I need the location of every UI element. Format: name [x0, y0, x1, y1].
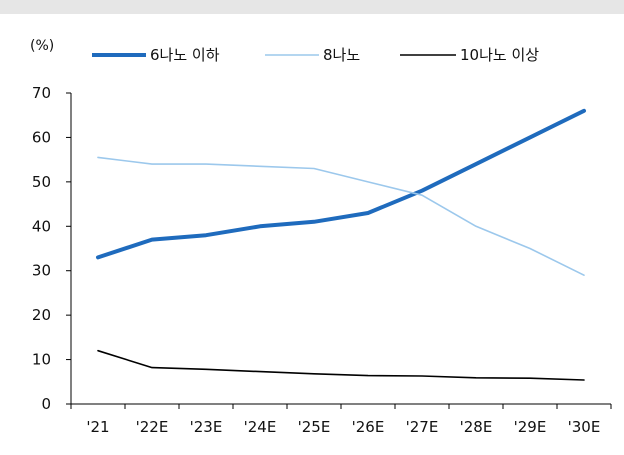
series-line-3 [97, 349, 585, 381]
series-line-1 [96, 108, 586, 260]
x-tick-label: '21 [86, 418, 109, 436]
x-tick-label: '24E [244, 418, 277, 436]
legend: 6나노 이하 8나노 10나노 이상 [92, 46, 539, 64]
y-tick-label: 50 [32, 173, 51, 191]
y-axis-unit-label: (%) [30, 38, 54, 54]
y-tick-label: 20 [32, 306, 51, 324]
axes: 0 10 20 30 40 50 60 70 '21 '22E '23E '24E '25E '26E '2… [32, 84, 612, 436]
y-tick-label: 10 [32, 351, 51, 369]
x-tick-label: '26E [352, 418, 385, 436]
y-tick-label: 60 [32, 128, 51, 146]
legend-label-series-3: 10나노 이상 [460, 46, 539, 64]
header-bar [0, 0, 624, 14]
x-tick-label: '27E [406, 418, 439, 436]
y-tick-label: 70 [32, 84, 51, 102]
x-tick-label: '30E [568, 418, 601, 436]
legend-label-series-2: 8나노 [323, 46, 360, 64]
legend-label-series-1: 6나노 이하 [150, 46, 220, 64]
series-line-2 [97, 156, 585, 277]
x-tick-label: '25E [298, 418, 331, 436]
y-tick-label: 30 [32, 262, 51, 280]
x-tick-label: '29E [514, 418, 547, 436]
y-tick-label: 0 [41, 395, 51, 413]
y-tick-label: 40 [32, 217, 51, 235]
series-layer [96, 108, 586, 381]
x-tick-label: '28E [460, 418, 493, 436]
x-tick-label: '23E [190, 418, 223, 436]
x-tick-label: '22E [136, 418, 169, 436]
